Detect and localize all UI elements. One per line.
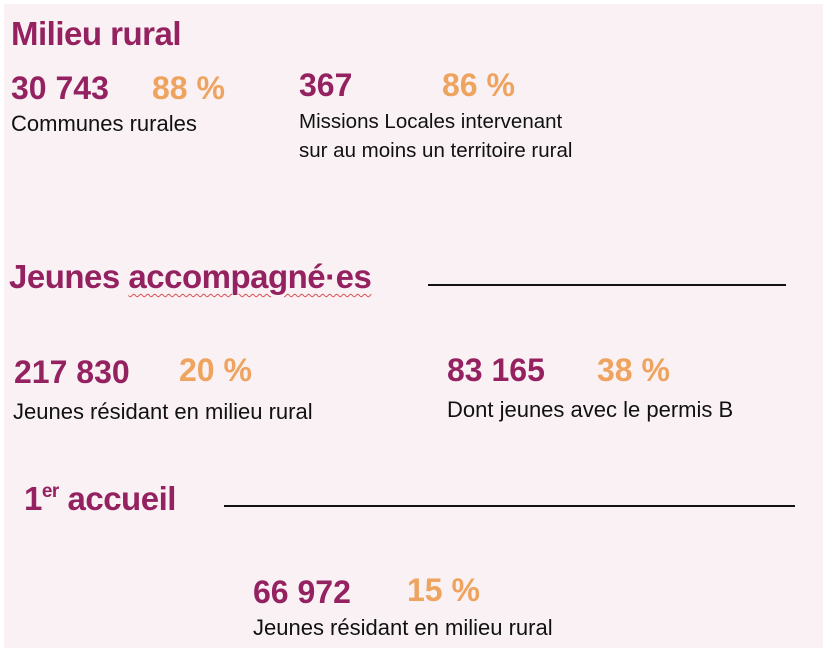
first-welcome-residents-value: 66 972 — [253, 574, 351, 610]
young-residents-value: 217 830 — [14, 354, 130, 390]
rural-communes-label: Communes rurales — [11, 111, 197, 136]
rural-section-title: Milieu rural — [11, 15, 182, 52]
infographic-panel — [4, 4, 823, 648]
young-residents-label: Jeunes résidant en milieu rural — [13, 399, 313, 424]
young-title-part2: accompagné·es — [128, 258, 372, 295]
young-section-divider — [428, 284, 786, 286]
first-welcome-residents-percent: 15 % — [407, 572, 480, 608]
young-residents-percent: 20 % — [179, 352, 252, 388]
first-welcome-title-rest: accueil — [58, 480, 176, 517]
young-section-title: Jeunes accompagné·es — [9, 258, 372, 296]
young-title-part1: Jeunes — [9, 258, 129, 295]
young-license-value: 83 165 — [447, 352, 545, 388]
rural-missions-label-line2: sur au moins un territoire rural — [299, 139, 573, 162]
first-welcome-section-title: 1er accueil — [24, 480, 176, 518]
young-license-percent: 38 % — [597, 352, 670, 388]
first-welcome-residents-label: Jeunes résidant en milieu rural — [253, 615, 553, 640]
young-license-label: Dont jeunes avec le permis B — [447, 397, 734, 422]
first-welcome-title-num: 1 — [24, 480, 42, 517]
first-welcome-title-sup: er — [41, 481, 59, 502]
rural-missions-percent: 86 % — [442, 67, 515, 103]
first-welcome-section-divider — [224, 505, 795, 507]
rural-communes-value: 30 743 — [11, 70, 109, 106]
rural-missions-label-line1: Missions Locales intervenant — [299, 110, 563, 133]
rural-communes-percent: 88 % — [152, 70, 225, 106]
rural-missions-value: 367 — [299, 67, 353, 103]
